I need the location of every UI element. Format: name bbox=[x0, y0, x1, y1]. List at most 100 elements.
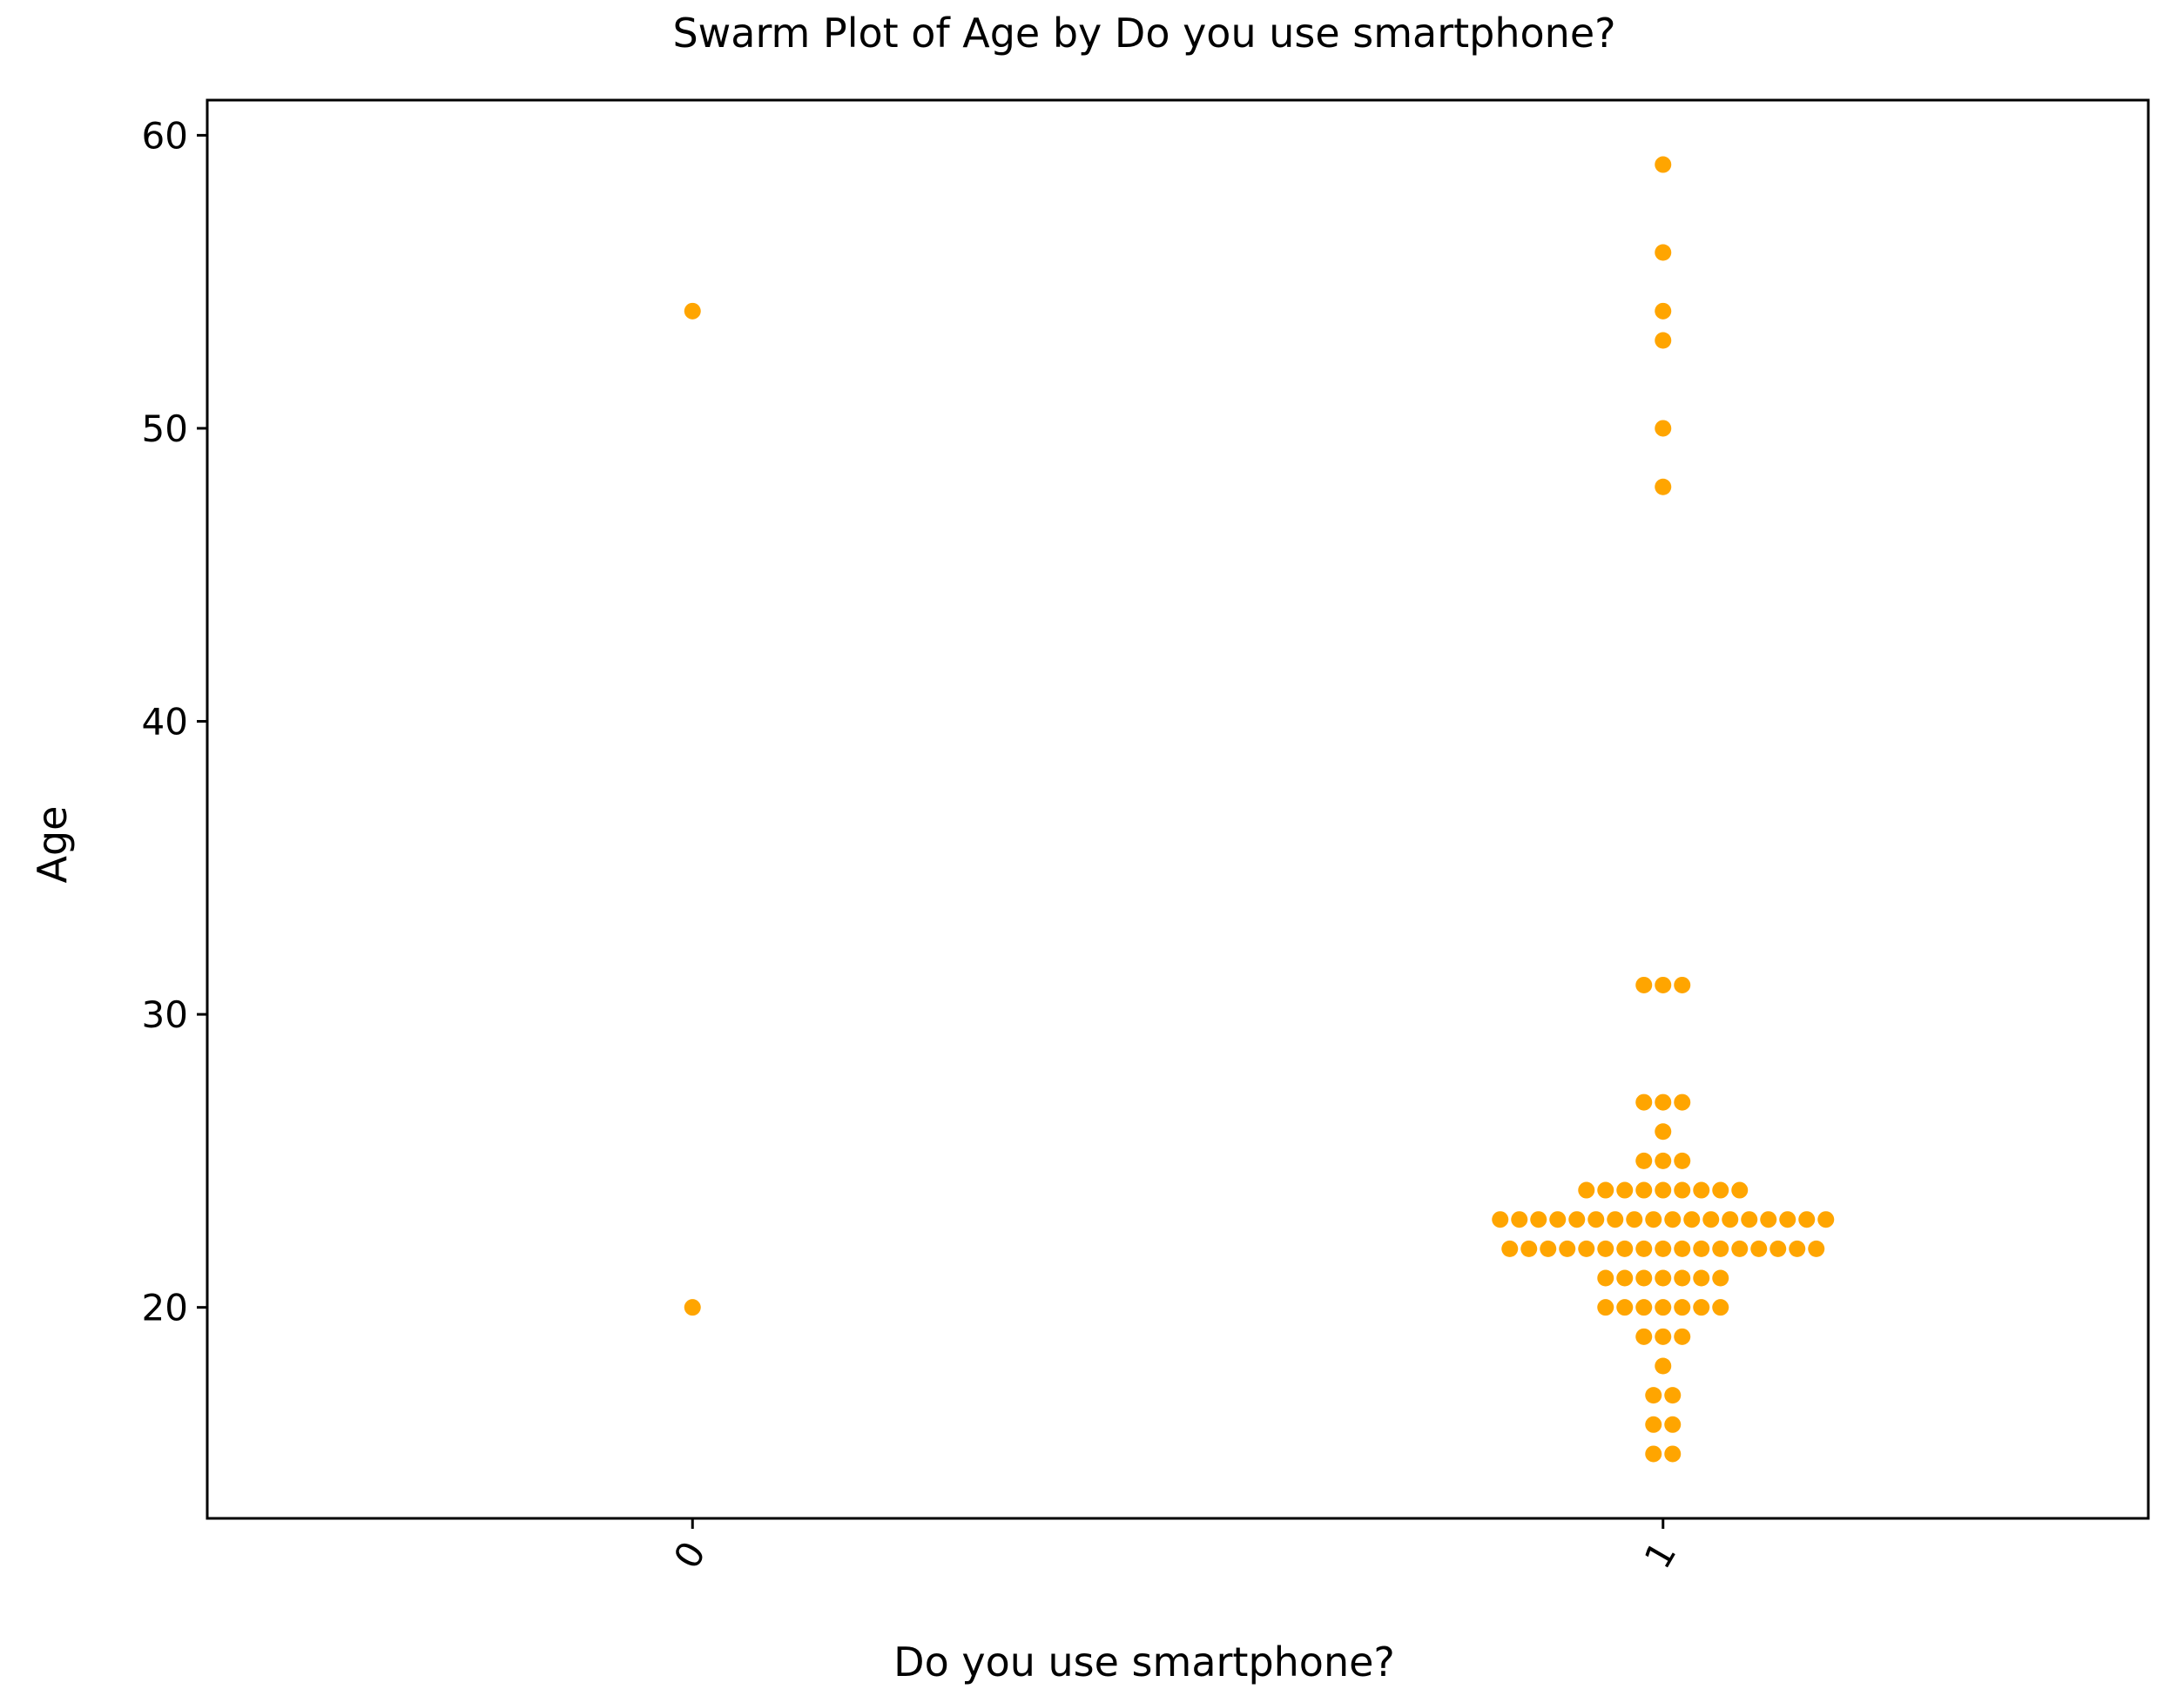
data-point bbox=[1587, 1211, 1605, 1228]
x-axis-label: Do you use smartphone? bbox=[893, 1639, 1395, 1686]
data-point bbox=[1655, 302, 1672, 320]
data-point bbox=[1693, 1299, 1710, 1316]
data-point bbox=[1568, 1211, 1586, 1228]
data-point bbox=[1549, 1211, 1567, 1228]
y-tick-label: 60 bbox=[142, 114, 188, 157]
data-point bbox=[1578, 1181, 1595, 1199]
data-point bbox=[1655, 478, 1672, 495]
data-point bbox=[1655, 332, 1672, 349]
data-point bbox=[1578, 1240, 1595, 1257]
data-point bbox=[1635, 976, 1653, 993]
y-axis: 20 30 40 50 60 bbox=[142, 114, 207, 1329]
data-point bbox=[1683, 1211, 1701, 1228]
data-point bbox=[1674, 1328, 1691, 1345]
data-point bbox=[1769, 1240, 1787, 1257]
data-point bbox=[1674, 976, 1691, 993]
data-point bbox=[1731, 1240, 1749, 1257]
data-point bbox=[1741, 1211, 1758, 1228]
data-point bbox=[1655, 1357, 1672, 1375]
data-point bbox=[1655, 976, 1672, 993]
y-tick-label: 40 bbox=[142, 701, 188, 744]
data-point bbox=[1655, 156, 1672, 173]
x-tick-label: 1 bbox=[1636, 1534, 1685, 1576]
data-point bbox=[1501, 1240, 1519, 1257]
chart-title: Swarm Plot of Age by Do you use smartpho… bbox=[672, 10, 1615, 57]
data-point bbox=[1712, 1240, 1729, 1257]
data-point bbox=[1702, 1211, 1720, 1228]
data-point bbox=[1664, 1416, 1682, 1433]
data-point bbox=[1674, 1240, 1691, 1257]
data-point bbox=[1750, 1240, 1768, 1257]
data-point bbox=[1626, 1211, 1643, 1228]
data-point bbox=[1655, 1240, 1672, 1257]
data-point bbox=[1655, 1181, 1672, 1199]
data-point bbox=[1635, 1240, 1653, 1257]
data-point bbox=[1693, 1181, 1710, 1199]
data-point bbox=[1664, 1387, 1682, 1404]
data-point bbox=[1540, 1240, 1557, 1257]
data-point bbox=[1635, 1269, 1653, 1287]
data-point bbox=[1511, 1211, 1528, 1228]
data-point bbox=[1655, 1093, 1672, 1111]
data-point bbox=[1597, 1269, 1614, 1287]
data-point bbox=[1655, 1328, 1672, 1345]
data-point bbox=[1674, 1093, 1691, 1111]
data-point bbox=[1530, 1211, 1547, 1228]
data-point bbox=[1712, 1181, 1729, 1199]
data-point bbox=[1674, 1299, 1691, 1316]
data-point bbox=[1597, 1299, 1614, 1316]
data-point bbox=[1645, 1387, 1662, 1404]
data-point bbox=[1789, 1240, 1806, 1257]
y-axis-label: Age bbox=[29, 806, 76, 884]
data-point bbox=[1693, 1240, 1710, 1257]
data-point bbox=[1520, 1240, 1538, 1257]
data-point bbox=[1712, 1269, 1729, 1287]
y-tick-label: 50 bbox=[142, 407, 188, 450]
data-point bbox=[1693, 1269, 1710, 1287]
data-point bbox=[1635, 1181, 1653, 1199]
data-point bbox=[1798, 1211, 1816, 1228]
data-point bbox=[1559, 1240, 1576, 1257]
data-point bbox=[1664, 1211, 1682, 1228]
data-point bbox=[1674, 1181, 1691, 1199]
data-point bbox=[1655, 244, 1672, 261]
data-point bbox=[1664, 1445, 1682, 1463]
data-points bbox=[684, 156, 1835, 1463]
data-point bbox=[1760, 1211, 1777, 1228]
plot-frame bbox=[206, 98, 2150, 1520]
data-point bbox=[1655, 1269, 1672, 1287]
data-point bbox=[1645, 1416, 1662, 1433]
data-point bbox=[1731, 1181, 1749, 1199]
data-point bbox=[1616, 1269, 1634, 1287]
data-point bbox=[1635, 1299, 1653, 1316]
data-point bbox=[1635, 1328, 1653, 1345]
data-point bbox=[1492, 1211, 1509, 1228]
data-point bbox=[1607, 1211, 1624, 1228]
y-tick-label: 20 bbox=[142, 1287, 188, 1329]
data-point bbox=[1808, 1240, 1825, 1257]
data-point bbox=[1655, 1152, 1672, 1169]
data-point bbox=[1597, 1181, 1614, 1199]
data-point bbox=[1779, 1211, 1796, 1228]
data-point bbox=[1655, 420, 1672, 437]
data-point bbox=[1635, 1152, 1653, 1169]
data-point bbox=[1674, 1152, 1691, 1169]
data-point bbox=[1722, 1211, 1739, 1228]
data-point bbox=[684, 1299, 701, 1316]
data-point bbox=[1712, 1299, 1729, 1316]
data-point bbox=[684, 302, 701, 320]
data-point bbox=[1645, 1445, 1662, 1463]
data-point bbox=[1597, 1240, 1614, 1257]
data-point bbox=[1645, 1211, 1662, 1228]
data-point bbox=[1655, 1299, 1672, 1316]
data-point bbox=[1616, 1240, 1634, 1257]
data-point bbox=[1635, 1093, 1653, 1111]
data-point bbox=[1674, 1269, 1691, 1287]
x-tick-label: 0 bbox=[665, 1534, 714, 1576]
y-tick-label: 30 bbox=[142, 993, 188, 1036]
data-point bbox=[1655, 1123, 1672, 1141]
data-point bbox=[1616, 1299, 1634, 1316]
data-point bbox=[1817, 1211, 1835, 1228]
